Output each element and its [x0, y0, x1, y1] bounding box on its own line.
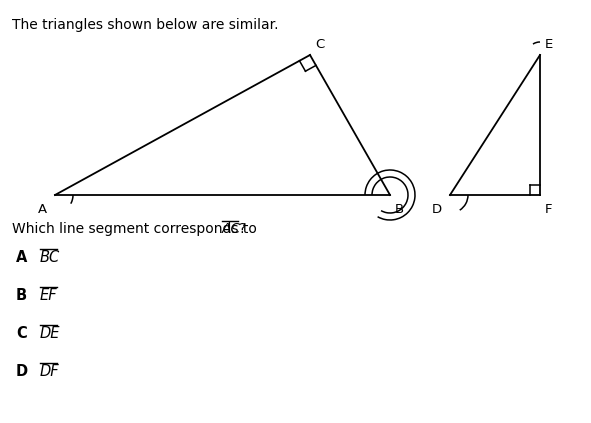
Text: E: E [545, 38, 553, 51]
Text: The triangles shown below are similar.: The triangles shown below are similar. [12, 18, 278, 32]
Text: D: D [16, 364, 28, 379]
Text: C: C [16, 326, 27, 341]
Text: Which line segment corresponds to: Which line segment corresponds to [12, 222, 261, 236]
Text: EF: EF [40, 288, 58, 303]
Text: D: D [432, 203, 442, 216]
Text: BC: BC [40, 250, 60, 265]
Text: ?: ? [239, 222, 246, 236]
Text: F: F [545, 203, 553, 216]
Text: A: A [16, 250, 27, 265]
Text: DF: DF [40, 364, 60, 379]
Text: C: C [315, 38, 324, 51]
Text: B: B [16, 288, 27, 303]
Text: DE: DE [40, 326, 60, 341]
Text: AC: AC [222, 222, 241, 236]
Text: B: B [395, 203, 404, 216]
Text: A: A [38, 203, 47, 216]
